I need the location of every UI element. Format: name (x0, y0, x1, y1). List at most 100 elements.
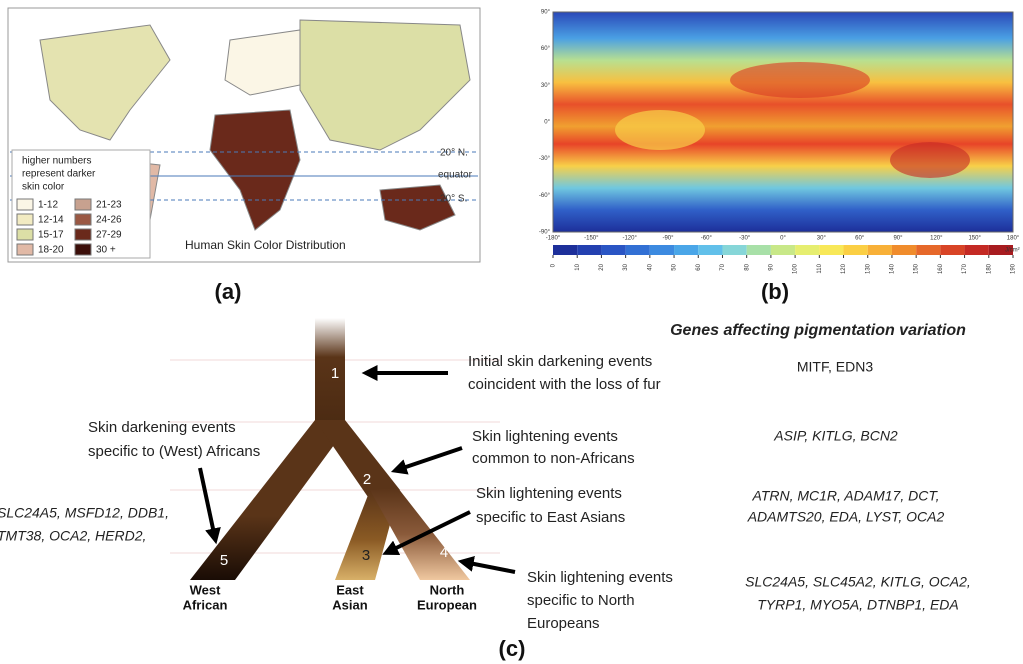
lon-label: 0° (780, 236, 786, 242)
colorbar-swatch (868, 245, 892, 255)
colorbar-label: 140 (890, 263, 896, 274)
legend-label: 1-12 (38, 200, 58, 211)
lat-label: -60° (539, 193, 551, 199)
node-number: 5 (220, 552, 228, 569)
legend-label: 18-20 (38, 245, 64, 256)
population: East (336, 582, 364, 597)
population: African (183, 597, 228, 612)
colorbar-label: 180 (986, 263, 992, 274)
colorbar-swatch (553, 245, 577, 255)
colorbar-swatch (892, 245, 916, 255)
colorbar-label: 160 (938, 263, 944, 274)
colorbar-label: 120 (841, 263, 847, 274)
colorbar-label: 150 (914, 263, 920, 274)
lon-label: -180° (546, 236, 561, 242)
heat-blob (615, 110, 705, 150)
legend-swatch (75, 244, 91, 255)
colorbar-swatch (650, 245, 674, 255)
colorbar-label: 190 (1011, 263, 1017, 274)
event: common to non-Africans (472, 450, 635, 467)
legend-swatch (17, 244, 33, 255)
europe (225, 30, 300, 95)
legend-title: skin color (22, 182, 65, 193)
colorbar-label: 170 (962, 263, 968, 274)
colorbar-label: 70 (720, 263, 726, 270)
colorbar-swatch (674, 245, 698, 255)
heat-blob (890, 142, 970, 178)
genes: MITF, EDN3 (797, 359, 873, 375)
event: specific to East Asians (476, 509, 625, 526)
panel-label: (a) (215, 279, 242, 304)
line-label: equator (438, 170, 473, 181)
colorbar-swatch (844, 245, 868, 255)
colorbar-label: 0 (551, 263, 557, 267)
colorbar-swatch (965, 245, 989, 255)
population: North (430, 582, 465, 597)
lon-label: -30° (739, 236, 751, 242)
lat-label: -30° (539, 156, 551, 162)
lon-label: 180° (1007, 236, 1020, 242)
colorbar-label: 100 (793, 263, 799, 274)
colorbar-label: 130 (865, 263, 871, 274)
legend-swatch (17, 229, 33, 240)
legend-swatch (75, 214, 91, 225)
colorbar-swatch (747, 245, 771, 255)
event: Skin lightening events (472, 428, 618, 445)
map-title: Human Skin Color Distribution (185, 238, 346, 252)
genes-header: Genes affecting pigmentation variation (670, 322, 966, 339)
line-label: 20° N. (440, 148, 468, 159)
population: West (190, 582, 221, 597)
colorbar-swatch (771, 245, 795, 255)
event: Initial skin darkening events (468, 353, 652, 370)
lat-label: 90° (541, 10, 551, 16)
colorbar-label: 60 (696, 263, 702, 270)
colorbar-swatch (819, 245, 843, 255)
event: Europeans (527, 615, 600, 632)
panel-label: (c) (499, 636, 526, 661)
colorbar-swatch (698, 245, 722, 255)
legend-swatch (75, 229, 91, 240)
event: specific to (West) Africans (88, 443, 260, 460)
genes: SLC24A5, MSFD12, DDB1, (0, 505, 169, 521)
event: Skin darkening events (88, 419, 236, 436)
lon-label: 60° (855, 236, 865, 242)
lat-label: 0° (544, 120, 550, 126)
lon-label: 120° (930, 236, 943, 242)
skin-map: 20° N. equator 20° S. higher numbers rep… (8, 8, 480, 262)
colorbar-label: 30 (623, 263, 629, 270)
colorbar-swatch (626, 245, 650, 255)
colorbar-swatch (601, 245, 625, 255)
genes: ASIP, KITLG, BCN2 (773, 428, 898, 444)
lon-label: -60° (701, 236, 713, 242)
node-number: 1 (331, 365, 339, 382)
lon-label: -150° (584, 236, 599, 242)
legend-swatch (75, 199, 91, 210)
line-label: 20° S. (440, 194, 467, 205)
lon-label: 150° (968, 236, 981, 242)
legend-label: 27-29 (96, 230, 122, 241)
colorbar-label: 40 (647, 263, 653, 270)
lat-label: 60° (541, 46, 551, 52)
event: coincident with the loss of fur (468, 376, 661, 393)
colorbar-label: 80 (744, 263, 750, 270)
node-number: 4 (440, 544, 448, 561)
node-number: 3 (362, 547, 370, 564)
uv-map: 90°60°30°0°-30°-60°-90°-180°-150°-120°-9… (539, 10, 1020, 274)
event: Skin lightening events (527, 569, 673, 586)
colorbar-label: 110 (817, 263, 823, 273)
panel-label: (b) (761, 279, 789, 304)
genes: ADAMTS20, EDA, LYST, OCA2 (747, 509, 945, 525)
colorbar-swatch (916, 245, 940, 255)
legend-swatch (17, 199, 33, 210)
legend-label: 15-17 (38, 230, 64, 241)
lat-label: 30° (541, 83, 551, 89)
arrow (464, 562, 515, 572)
event: Skin lightening events (476, 485, 622, 502)
branch-nonafrican (315, 420, 400, 500)
node-number: 2 (363, 471, 371, 488)
legend-label: 30 + (96, 245, 116, 256)
legend-label: 12-14 (38, 215, 64, 226)
colorbar-label: 90 (768, 263, 774, 270)
population: Asian (332, 597, 367, 612)
colorbar-swatch (722, 245, 746, 255)
